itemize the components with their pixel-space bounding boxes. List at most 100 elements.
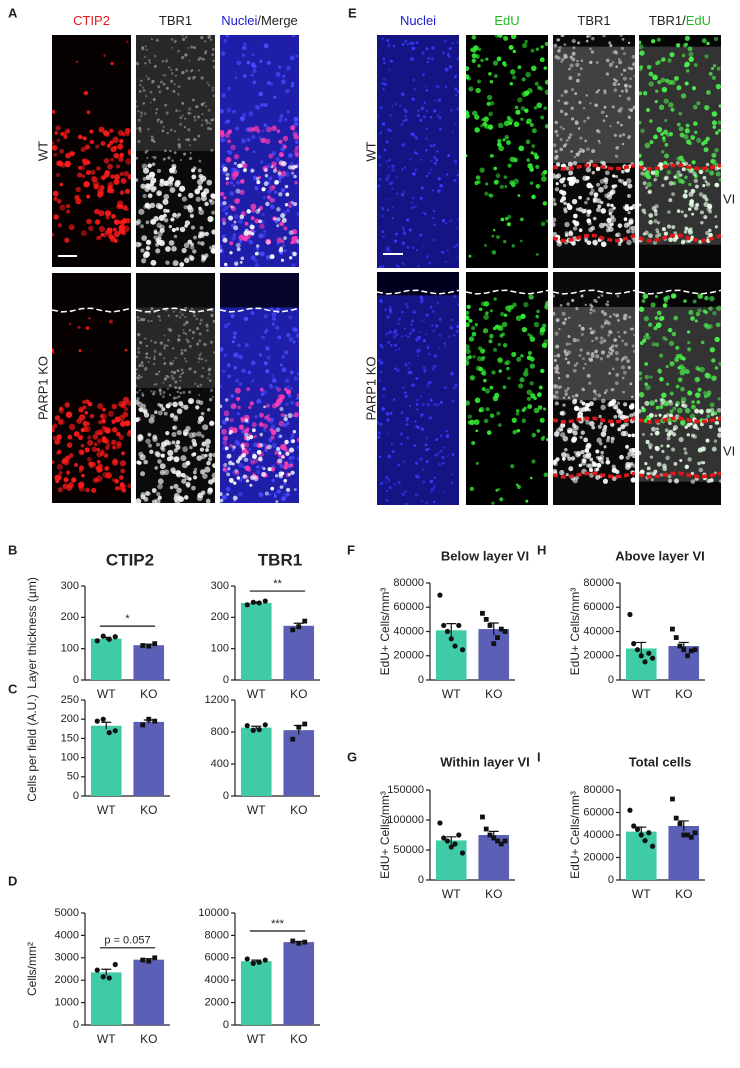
cell (181, 247, 187, 254)
cell (259, 59, 263, 63)
cell (539, 417, 545, 423)
cell (701, 141, 705, 146)
cell (284, 203, 289, 207)
cell (280, 170, 287, 177)
cell (595, 166, 601, 172)
significance-label: * (125, 613, 130, 625)
cell (589, 457, 594, 462)
cell (234, 76, 238, 80)
cell (155, 202, 162, 209)
cell (113, 179, 120, 185)
cell (221, 217, 227, 223)
cell (511, 75, 517, 80)
cell (231, 109, 236, 114)
cell (488, 111, 493, 117)
cell (261, 389, 268, 395)
cell (529, 476, 533, 480)
cell (391, 105, 394, 108)
cell (141, 361, 144, 364)
cell (144, 337, 147, 340)
cell (641, 406, 645, 410)
cell (172, 89, 176, 93)
cell (585, 420, 590, 425)
data-point (627, 611, 633, 618)
cell (662, 466, 668, 472)
cell (572, 161, 578, 166)
cell (263, 181, 269, 187)
cell (589, 420, 595, 427)
cell (290, 200, 294, 204)
cell (176, 429, 182, 436)
cell (238, 354, 244, 360)
cell (158, 90, 162, 94)
cell (158, 352, 162, 356)
cell (78, 481, 85, 488)
cell (243, 230, 249, 236)
cell (644, 400, 650, 406)
cell (705, 438, 710, 443)
cell (211, 89, 214, 92)
cell (564, 389, 568, 393)
cell (394, 331, 397, 334)
cell (145, 48, 148, 52)
cell (77, 325, 81, 329)
cell (98, 210, 105, 217)
cell (109, 128, 114, 134)
cell (639, 120, 642, 125)
cell (381, 122, 386, 126)
cell (268, 492, 272, 497)
cell (123, 406, 129, 412)
cell (211, 229, 215, 235)
cell (562, 177, 566, 181)
cell (66, 442, 73, 448)
cell (631, 54, 635, 59)
cell (700, 220, 704, 225)
cell (433, 99, 437, 102)
cell (229, 241, 234, 246)
cell (600, 404, 606, 411)
cell (688, 207, 692, 211)
cell (157, 459, 162, 464)
cell (175, 109, 179, 113)
cell (220, 109, 224, 114)
cell (207, 489, 213, 495)
cell (178, 375, 182, 379)
cell (503, 313, 508, 317)
x-tick-label: WT (632, 687, 651, 701)
cell (493, 297, 497, 301)
cell (680, 93, 687, 99)
cell (291, 327, 297, 332)
cell (52, 435, 57, 441)
cell (254, 258, 258, 263)
cell (475, 87, 481, 94)
cell (684, 42, 689, 47)
data-point (244, 602, 250, 608)
cell (568, 67, 571, 71)
cell (140, 492, 146, 498)
layer-boundary (376, 289, 460, 295)
cell (691, 433, 695, 438)
cell (107, 163, 113, 170)
cell (269, 384, 273, 388)
cell (149, 90, 153, 94)
cell (684, 425, 688, 429)
cell (597, 129, 601, 134)
cell (68, 224, 75, 231)
data-point (140, 957, 146, 963)
cell (626, 178, 632, 184)
cell (691, 400, 695, 404)
cell (622, 390, 626, 394)
cell (578, 463, 583, 468)
cell (192, 475, 198, 480)
cell (127, 174, 131, 180)
cell (621, 357, 625, 360)
cell (436, 150, 439, 153)
cell (209, 127, 212, 131)
cell (155, 108, 159, 111)
cell (150, 259, 157, 266)
cell (179, 379, 182, 382)
cell (156, 222, 162, 228)
cell (639, 153, 642, 158)
cell (441, 51, 446, 55)
cell (445, 173, 449, 176)
